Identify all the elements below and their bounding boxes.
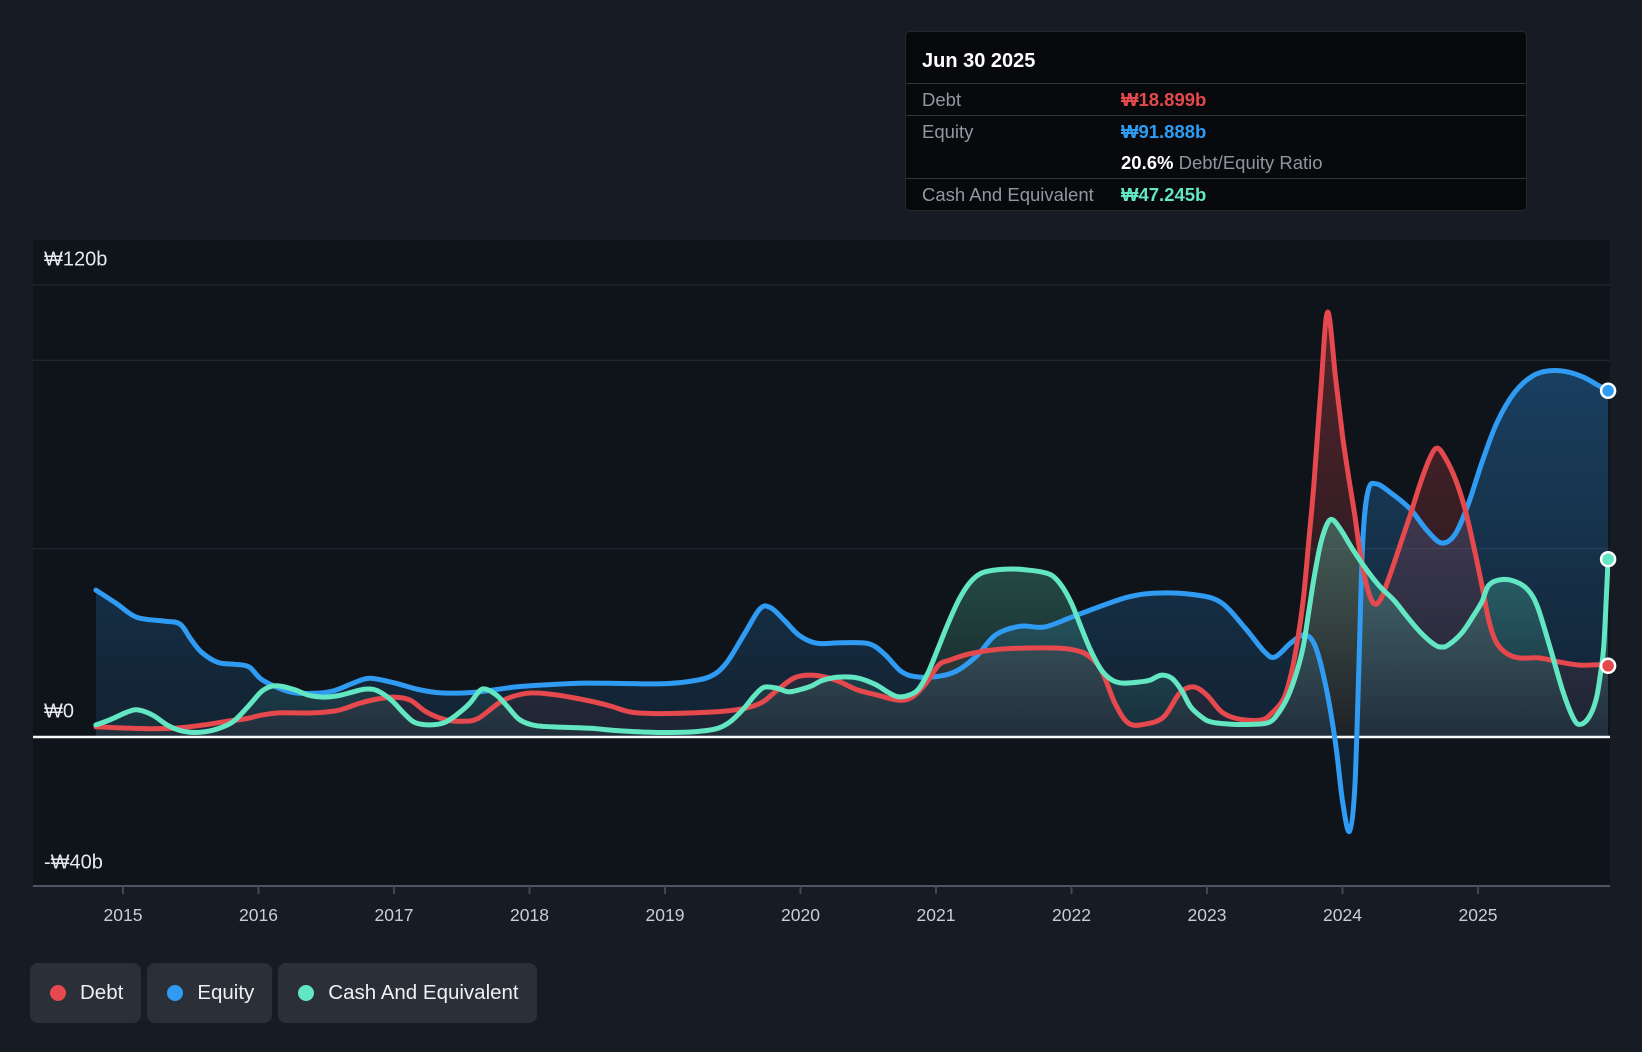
legend-equity-label: Equity — [197, 981, 255, 1004]
equity-dot-icon — [167, 985, 184, 1001]
marker-equity — [1599, 382, 1617, 400]
y-axis-label: ₩120b — [44, 248, 108, 271]
chart-tooltip: Jun 30 2025 Debt ₩18.899b Equity ₩91.888… — [905, 31, 1527, 211]
tooltip-equity-label: Equity — [922, 121, 974, 142]
tooltip-debt-value: ₩18.899b — [1121, 89, 1207, 110]
x-axis-label: 2023 — [1187, 905, 1227, 925]
x-axis-label: 2015 — [103, 905, 143, 925]
x-axis-label: 2021 — [916, 905, 956, 925]
legend-item-debt[interactable]: Debt — [30, 963, 142, 1023]
x-axis-label: 2018 — [510, 905, 549, 925]
tooltip-ratio-value: 20.6% — [1121, 152, 1174, 173]
tooltip-row-ratio: 20.6% Debt/Equity Ratio — [906, 147, 1526, 179]
legend-item-equity[interactable]: Equity — [147, 963, 273, 1023]
y-axis-label: ₩0 — [44, 700, 74, 723]
tooltip-ratio-label: Debt/Equity Ratio — [1178, 152, 1323, 173]
tooltip-ratio: 20.6% Debt/Equity Ratio — [1121, 147, 1323, 178]
x-axis-label: 2024 — [1323, 905, 1362, 925]
x-axis-label: 2016 — [239, 905, 278, 925]
marker-debt — [1599, 657, 1617, 675]
marker-cash — [1599, 550, 1617, 568]
y-axis-label: -₩40b — [44, 851, 103, 874]
tooltip-row-equity: Equity ₩91.888b — [906, 116, 1526, 147]
tooltip-cash-label: Cash And Equivalent — [922, 184, 1094, 205]
x-axis-label: 2019 — [645, 905, 685, 925]
tooltip-debt-label: Debt — [922, 89, 962, 110]
tooltip-cash-value: ₩47.245b — [1121, 184, 1207, 205]
x-axis-label: 2017 — [374, 905, 414, 925]
cash-dot-icon — [298, 985, 315, 1001]
line-cash — [93, 516, 1610, 736]
legend-cash-label: Cash And Equivalent — [328, 981, 519, 1004]
line-equity — [93, 367, 1610, 835]
tooltip-date: Jun 30 2025 — [906, 32, 1526, 84]
x-axis-label: 2025 — [1458, 905, 1498, 925]
chart-legend: Debt Equity Cash And Equivalent — [30, 963, 537, 1023]
area-cash — [95, 519, 1609, 737]
tooltip-row-cash: Cash And Equivalent ₩47.245b — [906, 179, 1526, 210]
x-axis-label: 2020 — [781, 905, 820, 925]
legend-item-cash[interactable]: Cash And Equivalent — [278, 963, 537, 1023]
tooltip-row-debt: Debt ₩18.899b — [906, 84, 1526, 116]
legend-debt-label: Debt — [80, 981, 124, 1004]
x-axis-label: 2022 — [1052, 905, 1091, 925]
tooltip-equity-value: ₩91.888b — [1121, 121, 1207, 142]
debt-dot-icon — [50, 985, 66, 1001]
